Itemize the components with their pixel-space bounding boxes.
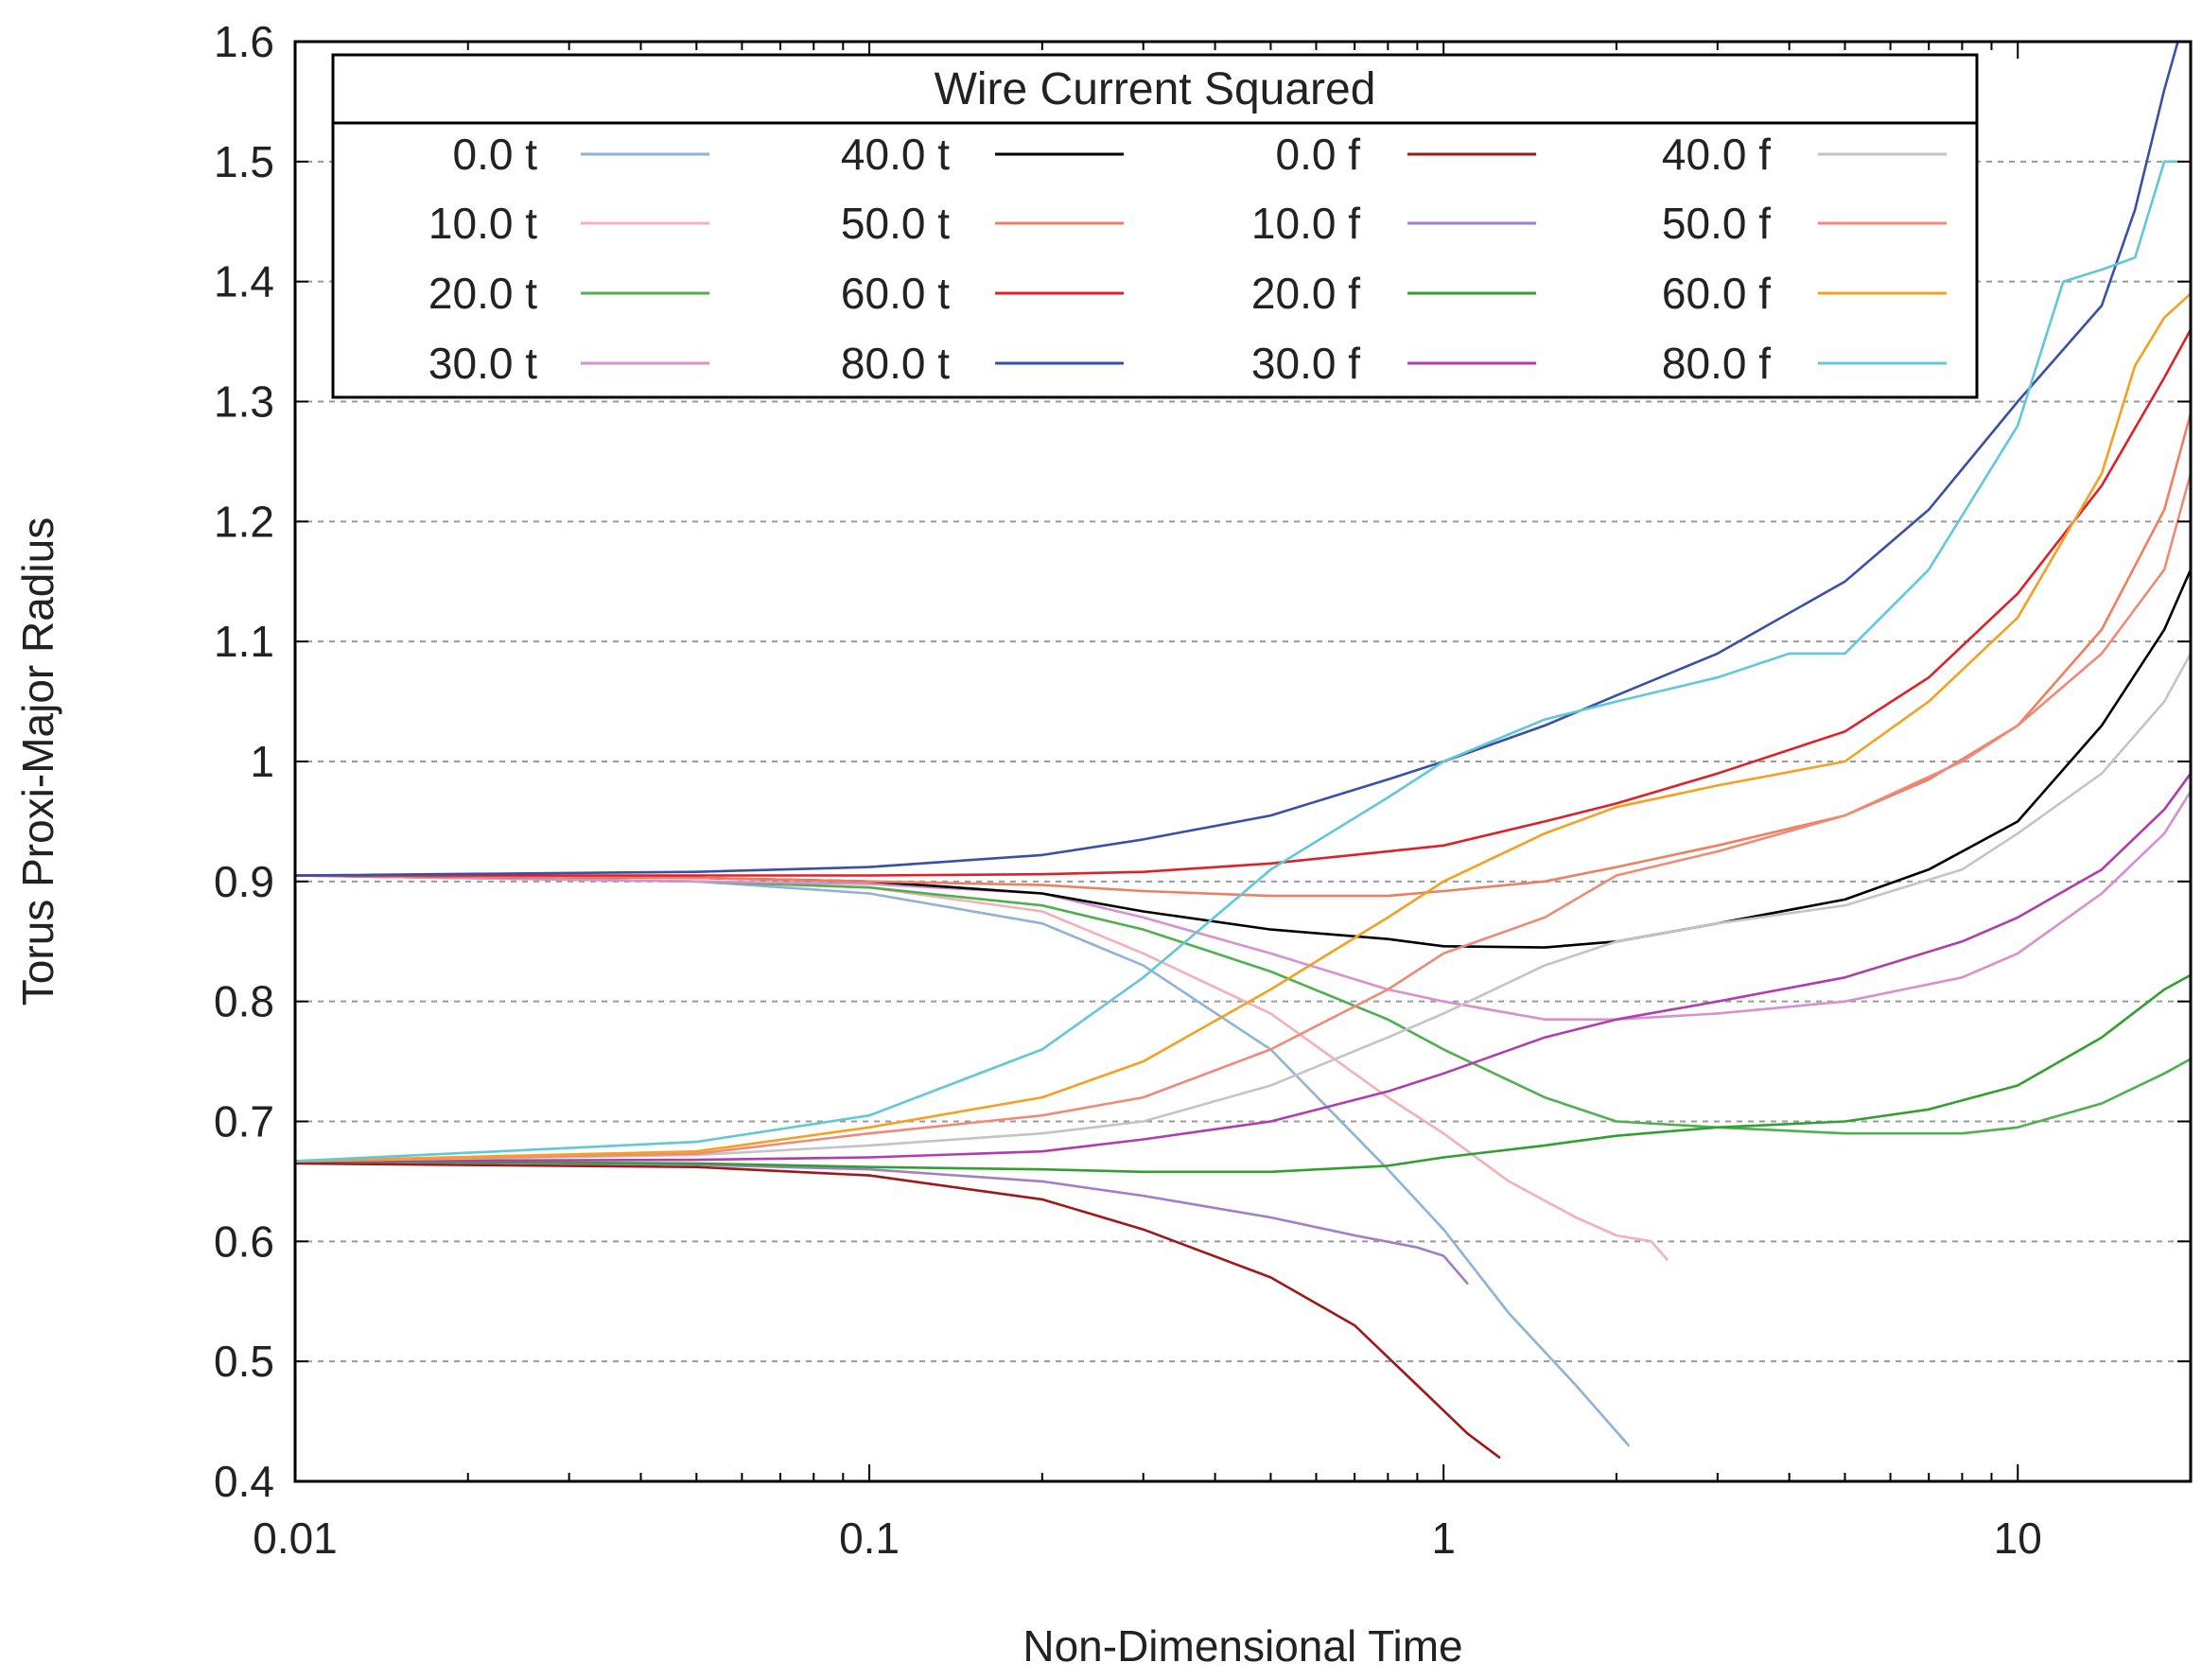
y-tick-label: 0.4: [214, 1457, 274, 1506]
series-line-50-0-t: [295, 411, 2191, 898]
x-tick-labels: 0.01 0.1 1 10: [253, 1514, 2042, 1563]
legend-label: 0.0 t: [452, 130, 537, 179]
legend-entries: 0.0 t 10.0 t 20.0 t 30.0 t 40.0 t 50.0 t 60.0 …: [428, 130, 1947, 388]
y-tick-label: 1.5: [214, 137, 274, 186]
x-tick-label: 0.1: [839, 1514, 900, 1563]
x-tick-label: 0.01: [253, 1514, 338, 1563]
y-tick-label: 1.2: [214, 497, 274, 546]
legend-label: 50.0 f: [1662, 199, 1771, 248]
legend-label: 50.0 t: [841, 199, 950, 248]
y-axis-title: Torus Proxi-Major Radius: [13, 517, 62, 1006]
series-line-80-0-f: [295, 160, 2179, 1163]
x-tick-label: 1: [1431, 1514, 1456, 1563]
series-line-10-0-f: [295, 1160, 1469, 1285]
x-axis-title: Non-Dimensional Time: [1022, 1621, 1462, 1671]
legend-label: 20.0 f: [1251, 269, 1360, 318]
legend-label: 10.0 f: [1251, 199, 1360, 248]
series-line-60-0-t: [295, 328, 2191, 877]
legend-title: Wire Current Squared: [935, 64, 1376, 114]
legend-label: 30.0 f: [1251, 339, 1360, 388]
series-line-40-0-f: [295, 652, 2191, 1163]
y-tick-label: 0.6: [214, 1216, 274, 1266]
legend-label: 10.0 t: [428, 199, 537, 248]
series-lines: [295, 42, 2191, 1459]
legend-label: 30.0 t: [428, 339, 537, 388]
legend-label: 60.0 t: [841, 269, 950, 318]
legend-box: [331, 53, 1979, 399]
legend-label: 20.0 t: [428, 269, 537, 318]
series-line-0-0-f: [295, 1162, 1501, 1459]
legend-label: 80.0 t: [841, 339, 950, 388]
series-line-40-0-t: [295, 568, 2191, 949]
y-tick-label: 0.7: [214, 1097, 274, 1146]
y-tick-label: 1.4: [214, 257, 274, 306]
series-line-30-0-f: [295, 772, 2191, 1163]
y-tick-label: 0.5: [214, 1337, 274, 1386]
legend-label: 40.0 f: [1662, 130, 1771, 179]
legend-label: 80.0 f: [1662, 339, 1771, 388]
y-tick-label: 0.8: [214, 977, 274, 1026]
y-tick-label: 1.1: [214, 617, 274, 666]
series-line-50-0-f: [295, 472, 2191, 1163]
y-tick-label: 1.3: [214, 377, 274, 427]
y-tick-label: 0.9: [214, 857, 274, 906]
y-tick-labels: 0.4 0.5 0.6 0.7 0.8 0.9 1 1.1 1.2 1.3 1.4 1.5 1.6: [214, 17, 274, 1506]
legend-label: 0.0 f: [1275, 130, 1360, 179]
y-tick-label: 1: [250, 737, 274, 786]
legend-label: 60.0 f: [1662, 269, 1771, 318]
legend-label: 40.0 t: [841, 130, 950, 179]
x-tick-label: 10: [1994, 1514, 2042, 1563]
series-line-20-0-f: [295, 973, 2191, 1174]
series-line-20-0-t: [295, 874, 2191, 1135]
y-tick-label: 1.6: [214, 17, 274, 66]
legend: Wire Current Squared 0.0 t 10.0 t 20.0 t 30…: [331, 53, 1979, 399]
axis-ticks: [294, 41, 2192, 1482]
series-line-60-0-f: [295, 292, 2191, 1163]
